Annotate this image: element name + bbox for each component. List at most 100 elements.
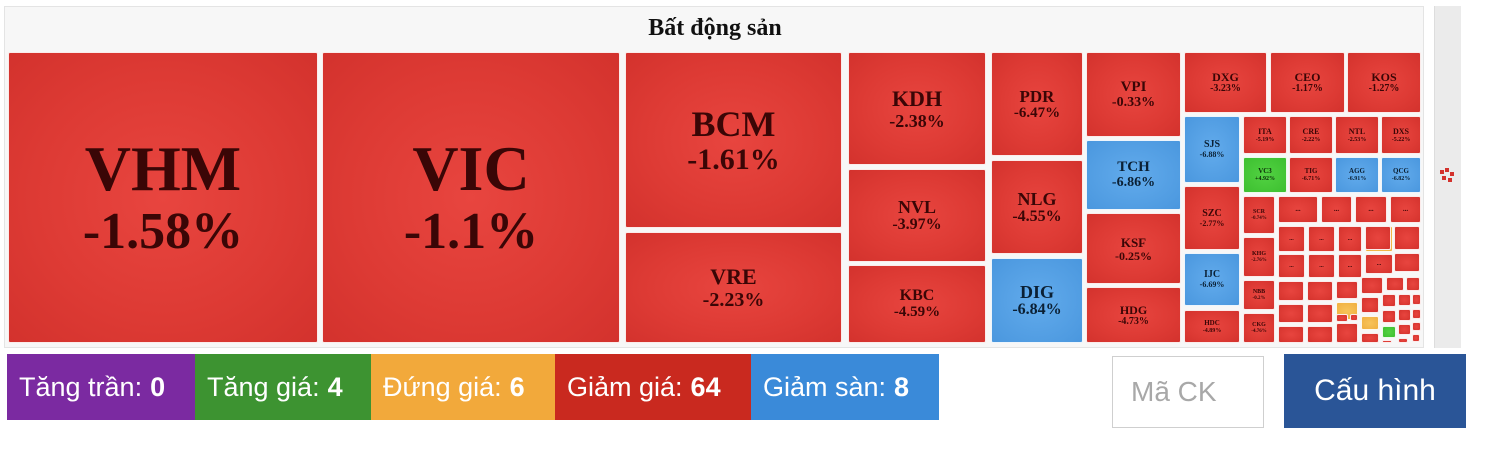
legend-ceiling[interactable]: Tăng trần: 0 [7,354,195,420]
treemap-mini-tile[interactable] [1361,333,1379,343]
treemap-tile[interactable]: CKG -4.76% [1243,313,1275,343]
treemap-tile[interactable]: ... [1355,196,1387,223]
treemap-tile[interactable]: ... [1321,196,1352,223]
tile-symbol: AGG [1349,167,1365,175]
treemap-mini-tile[interactable] [1361,297,1379,313]
treemap-tile[interactable]: AGG -6.91% [1335,157,1379,193]
treemap-tile[interactable]: KSF -0.25% [1086,213,1181,284]
treemap-tile[interactable]: CRE -2.22% [1289,116,1333,154]
treemap-tile[interactable]: VIC -1.1% [322,52,620,343]
treemap-tile[interactable]: DXG -3.23% [1184,52,1267,113]
treemap-tile[interactable]: KBC -4.59% [848,265,986,343]
treemap-mini-tile[interactable] [1365,226,1391,250]
legend-floor[interactable]: Giảm sàn: 8 [751,354,939,420]
treemap-mini-tile[interactable] [1382,310,1396,323]
treemap-tile[interactable]: SCR -0.74% [1243,196,1275,234]
tile-change: -2.38% [889,110,945,131]
legend-down[interactable]: Giảm giá: 64 [555,354,751,420]
tile-symbol: ... [1347,236,1353,242]
treemap-tile[interactable]: VPI -0.33% [1086,52,1181,137]
treemap-mini-tile[interactable] [1382,294,1396,307]
legend-ref[interactable]: Đứng giá: 6 [371,354,555,420]
config-button[interactable]: Cấu hình [1284,354,1466,428]
tile-symbol: VC3 [1258,167,1272,175]
treemap-tile[interactable]: ... [1338,254,1362,278]
treemap-tile[interactable]: VC3 +4.92% [1243,157,1287,193]
treemap-tile[interactable]: BCM -1.61% [625,52,842,228]
treemap-tile[interactable]: IJC -6.69% [1184,253,1240,306]
legend-up[interactable]: Tăng giá: 4 [195,354,371,420]
treemap-mini-tile[interactable] [1398,338,1408,343]
treemap-mini-tile[interactable] [1382,326,1396,338]
treemap-mini-tile[interactable] [1361,277,1383,294]
treemap-mini-tile[interactable] [1394,226,1420,250]
treemap-mini-tile[interactable] [1412,322,1421,331]
tile-symbol: CKG [1252,322,1266,328]
treemap-tile[interactable]: NTL -2.53% [1335,116,1379,154]
treemap-tile[interactable]: ... [1390,196,1421,223]
treemap-mini-tile[interactable] [1336,323,1358,343]
treemap-tile[interactable]: VHM -1.58% [8,52,318,343]
tile-symbol: ... [1333,205,1340,213]
treemap-tile[interactable]: NLG -4.55% [991,160,1083,254]
treemap-tile[interactable]: ITA -5.19% [1243,116,1287,154]
treemap-tile[interactable]: ... [1278,254,1305,278]
treemap-tile[interactable]: SZC -2.77% [1184,186,1240,250]
treemap-mini-tile[interactable] [1278,326,1304,343]
tile-symbol: ... [1402,205,1409,213]
treemap-mini-tile[interactable] [1406,277,1420,291]
tile-symbol: KBC [899,287,935,304]
treemap-mini-tile[interactable] [1307,281,1333,301]
treemap-tile[interactable]: SJS -6.88% [1184,116,1240,183]
legend-label: Tăng giá: [207,371,320,402]
tile-symbol: NTL [1348,126,1366,136]
treemap-mini-tile[interactable] [1398,309,1411,321]
tile-symbol: CEO [1294,70,1321,84]
treemap-tile[interactable]: ... [1338,226,1362,252]
treemap-tile[interactable]: CEO -1.17% [1270,52,1345,113]
tile-change: -5.22% [1391,136,1411,143]
treemap-mini-tile[interactable] [1361,316,1379,330]
treemap-tile[interactable]: VRE -2.23% [625,232,842,343]
treemap-tile[interactable]: NVL -3.97% [848,169,986,262]
treemap-mini-tile[interactable] [1307,326,1333,343]
treemap-mini-tile[interactable] [1386,277,1404,291]
treemap-mini-tile[interactable] [1336,314,1348,322]
tile-symbol: SJS [1203,139,1221,150]
treemap-mini-tile[interactable] [1307,304,1333,323]
treemap-mini-tile[interactable] [1382,340,1392,343]
treemap-tile[interactable]: DIG -6.84% [991,258,1083,343]
treemap-mini-tile[interactable] [1412,309,1421,319]
treemap-tile[interactable]: HDG -4.73% [1086,287,1181,343]
treemap-tile[interactable]: KHG -2.76% [1243,237,1275,277]
mini-treemap-icon[interactable] [1440,168,1454,184]
stock-code-search-input[interactable] [1112,356,1264,428]
treemap-tile[interactable]: QCG -6.82% [1381,157,1421,193]
treemap-tile[interactable]: HDC -4.89% [1184,310,1240,343]
treemap-mini-tile[interactable] [1412,294,1421,305]
treemap-tile[interactable]: ... [1278,226,1305,252]
treemap-tile[interactable]: NBB -0.2% [1243,280,1275,310]
treemap-tile[interactable]: ... [1308,226,1335,252]
treemap-tile[interactable]: PDR -6.47% [991,52,1083,156]
treemap-mini-tile[interactable] [1278,281,1304,301]
treemap-tile[interactable]: ... [1365,254,1393,274]
treemap-mini-tile[interactable] [1350,314,1358,321]
treemap-tile[interactable]: ... [1308,254,1335,278]
treemap-mini-tile[interactable] [1336,281,1358,299]
tile-change: -4.55% [1012,207,1062,225]
treemap-tile[interactable]: ... [1278,196,1318,223]
treemap-mini-tile[interactable] [1398,294,1411,306]
treemap-tile[interactable]: DXS -5.22% [1381,116,1421,154]
treemap-tile[interactable]: KOS -1.27% [1347,52,1421,113]
treemap-tile[interactable]: TCH -6.86% [1086,140,1181,210]
treemap-mini-tile[interactable] [1398,324,1411,335]
treemap-tile[interactable]: KDH -2.38% [848,52,986,165]
treemap-mini-tile[interactable] [1278,304,1304,323]
vertical-scrollbar[interactable] [1434,6,1461,348]
tile-change: -6.82% [1391,176,1411,182]
treemap-mini-tile[interactable] [1394,253,1420,272]
treemap-mini-tile[interactable] [1412,334,1420,342]
treemap-tile[interactable]: TIG -6.71% [1289,157,1333,193]
tile-change: -6.88% [1199,150,1225,159]
